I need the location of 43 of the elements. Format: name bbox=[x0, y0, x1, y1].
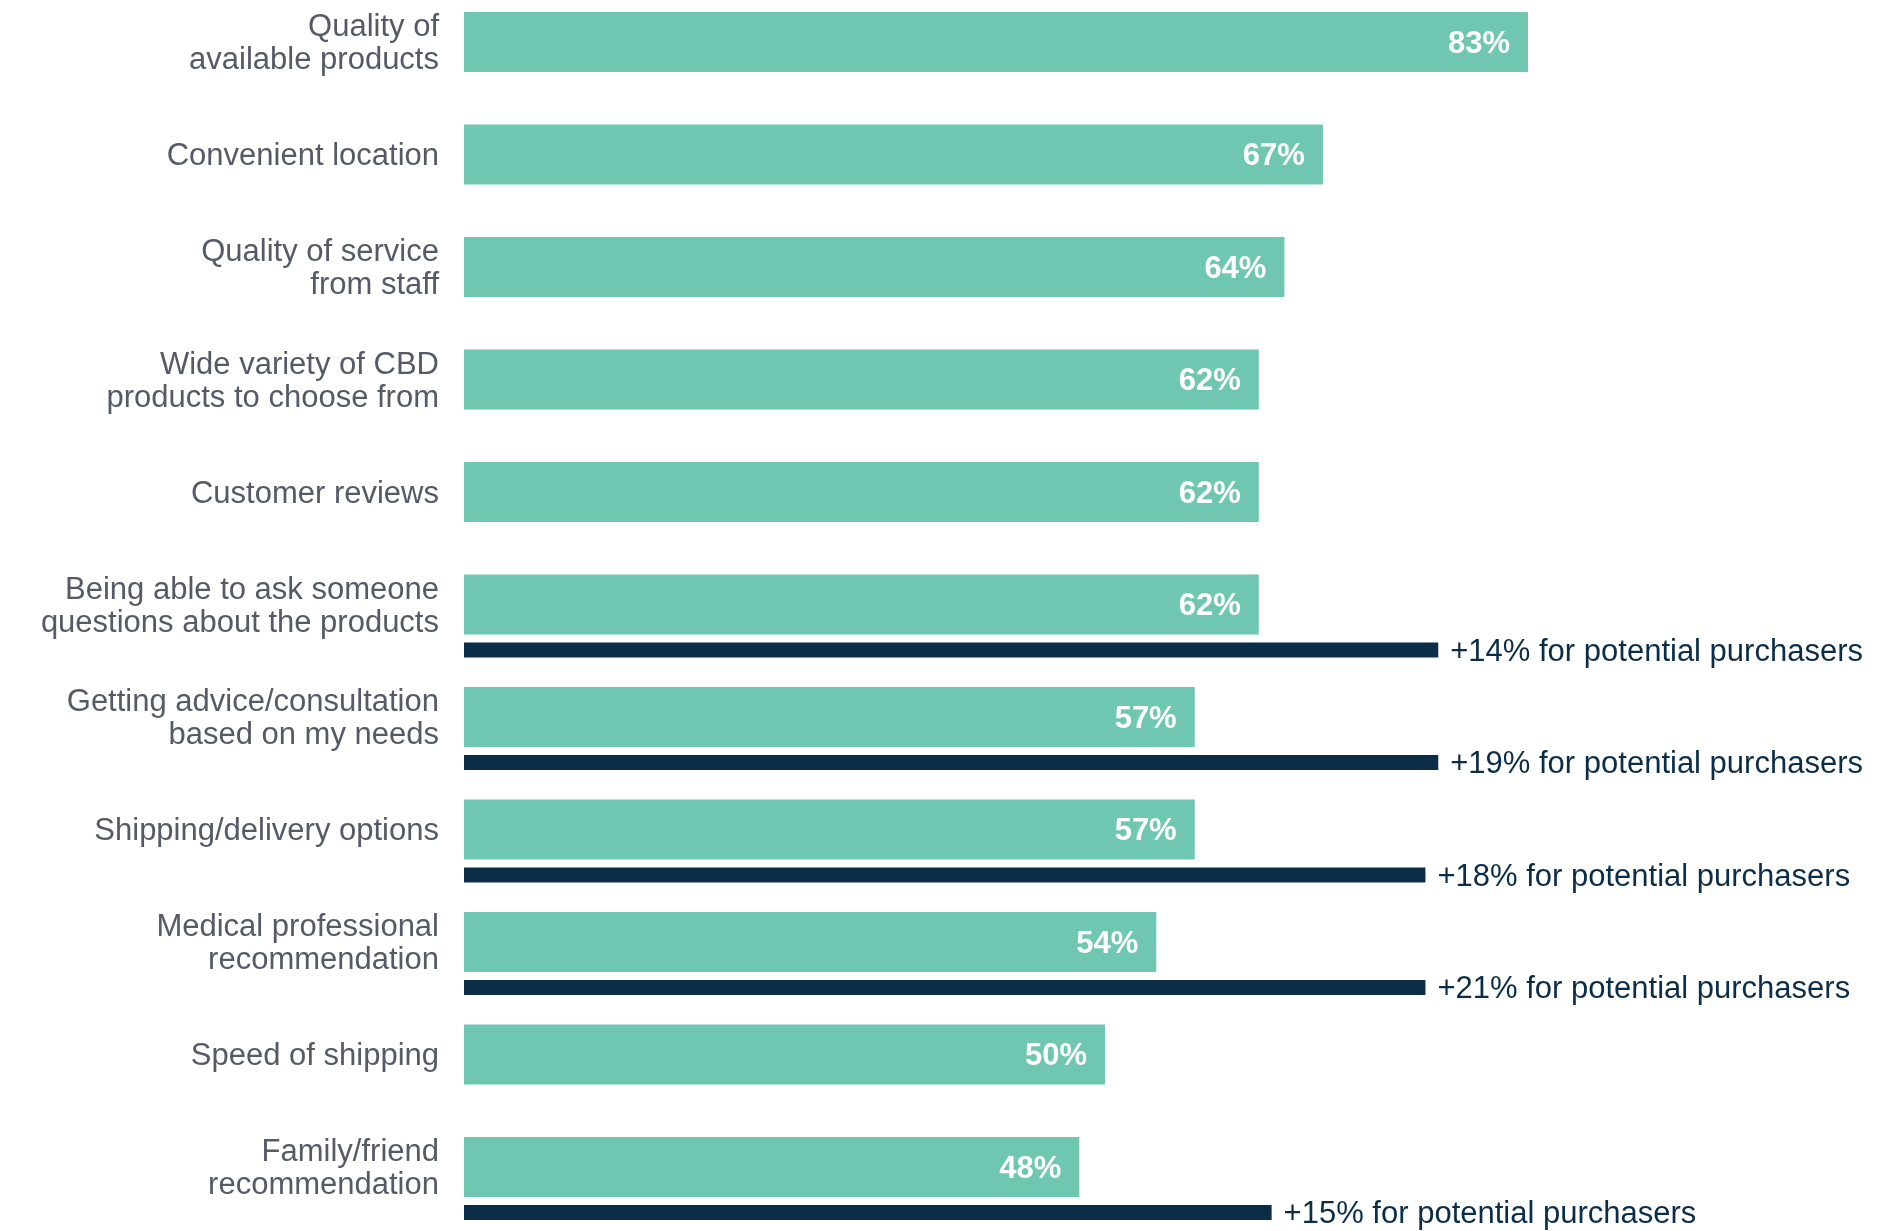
data-label: 64% bbox=[1204, 249, 1267, 285]
annotation: +18% for potential purchasers bbox=[1437, 857, 1851, 893]
y-tick-label: Getting advice/consultation based on my needs bbox=[66, 683, 439, 752]
data-label: 57% bbox=[1114, 699, 1177, 735]
annotation: +19% for potential purchasers bbox=[1450, 745, 1863, 781]
annotation: +15% for potential purchasers bbox=[1283, 1195, 1697, 1231]
bar bbox=[464, 980, 1426, 995]
bar bbox=[464, 1205, 1272, 1220]
y-tick-label: Wide variety of CBD products to choose from bbox=[106, 345, 439, 414]
bar bbox=[464, 642, 1439, 658]
y-tick-label: Quality of service from staff bbox=[201, 233, 440, 302]
y-tick-label: Shipping/delivery options bbox=[94, 812, 439, 848]
bar bbox=[464, 237, 1285, 297]
bar bbox=[464, 349, 1259, 410]
y-tick-label: Family/friend recommendation bbox=[208, 1133, 439, 1202]
annotation: +14% for potential purchasers bbox=[1450, 632, 1863, 668]
annotation: +21% for potential purchasers bbox=[1437, 970, 1851, 1006]
data-label: 62% bbox=[1178, 362, 1241, 398]
bar bbox=[464, 755, 1439, 770]
y-tick-label: Medical professional recommendation bbox=[156, 908, 439, 977]
bar bbox=[464, 912, 1157, 972]
bar bbox=[464, 867, 1426, 883]
y-tick-label: Customer reviews bbox=[190, 474, 439, 510]
data-label: 54% bbox=[1076, 924, 1139, 960]
bar bbox=[464, 687, 1195, 747]
y-tick-label: Convenient location bbox=[166, 137, 439, 173]
y-tick-label: Being able to ask someone questions about the products bbox=[40, 570, 439, 639]
bar bbox=[464, 462, 1259, 522]
data-label: 50% bbox=[1024, 1037, 1087, 1073]
y-tick-label: Quality of available products bbox=[189, 8, 440, 77]
bar bbox=[464, 1024, 1105, 1085]
data-label: 48% bbox=[999, 1149, 1062, 1185]
bar bbox=[464, 124, 1323, 185]
data-label: 67% bbox=[1242, 137, 1305, 173]
bar bbox=[464, 12, 1528, 72]
bar bbox=[464, 574, 1259, 635]
y-tick-label: Speed of shipping bbox=[190, 1037, 439, 1073]
data-label: 62% bbox=[1178, 474, 1241, 510]
bar bbox=[464, 1137, 1080, 1197]
bar bbox=[464, 799, 1195, 860]
data-label: 57% bbox=[1114, 812, 1177, 848]
data-label: 83% bbox=[1447, 24, 1510, 60]
data-label: 62% bbox=[1178, 587, 1241, 623]
